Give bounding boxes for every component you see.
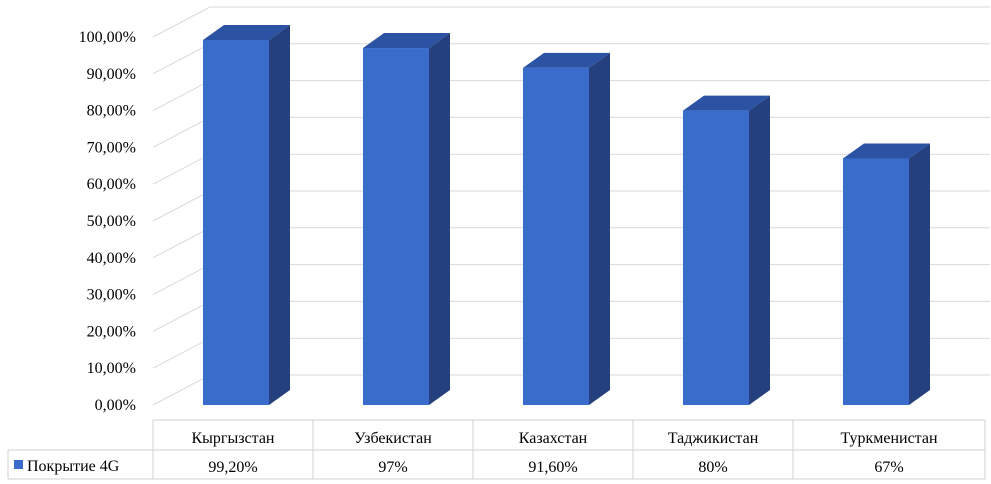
data-label: 67% bbox=[874, 459, 903, 476]
y-tick-label: 0,00% bbox=[95, 397, 136, 414]
category-label: Казахстан bbox=[519, 430, 588, 447]
y-tick-label: 70,00% bbox=[87, 139, 136, 156]
bar-side bbox=[429, 33, 450, 405]
data-table: Кыргызстан 99,20% Узбекистан 97% Казахстан 91… bbox=[7, 419, 986, 480]
bar-side bbox=[589, 52, 610, 406]
y-tick-label: 60,00% bbox=[87, 176, 136, 193]
bar bbox=[683, 95, 770, 405]
category-label: Кыргызстан bbox=[191, 430, 274, 447]
data-label: 97% bbox=[378, 459, 407, 476]
data-label: 91,60% bbox=[528, 459, 577, 476]
category-label: Узбекистан bbox=[354, 430, 432, 447]
y-tick-label: 50,00% bbox=[87, 213, 136, 230]
y-tick-label: 30,00% bbox=[87, 287, 136, 304]
bar-side bbox=[909, 143, 930, 405]
y-tick-label: 10,00% bbox=[87, 360, 136, 377]
bar-top bbox=[523, 52, 610, 68]
data-label: 99,20% bbox=[208, 459, 257, 476]
legend-swatch bbox=[14, 460, 23, 469]
bar-side bbox=[749, 95, 770, 405]
bars bbox=[203, 24, 930, 406]
y-tick-label: 80,00% bbox=[87, 103, 136, 120]
gridline bbox=[152, 6, 990, 38]
y-tick-label: 20,00% bbox=[87, 323, 136, 340]
bar bbox=[843, 143, 930, 405]
bar-side bbox=[269, 24, 290, 405]
bar-front bbox=[363, 48, 429, 405]
data-label: 80% bbox=[698, 459, 727, 476]
bar-front bbox=[683, 110, 749, 405]
y-axis-tick-labels: 0,00% 10,00% 20,00% 30,00% 40,00% 50,00% 60,00… bbox=[79, 29, 136, 414]
category-label: Туркменистан bbox=[840, 430, 937, 447]
bar-front bbox=[203, 39, 269, 405]
bar-top bbox=[203, 24, 290, 40]
bar-top bbox=[843, 143, 930, 159]
bar-front bbox=[523, 67, 589, 406]
category-label: Таджикистан bbox=[668, 430, 759, 447]
y-tick-label: 100,00% bbox=[79, 29, 136, 46]
bar bbox=[523, 52, 610, 406]
y-tick-label: 90,00% bbox=[87, 66, 136, 83]
bar-top bbox=[363, 33, 450, 49]
bar-top bbox=[683, 95, 770, 111]
legend-label: Покрытие 4G bbox=[27, 458, 120, 475]
bar-front bbox=[843, 158, 909, 405]
y-tick-label: 40,00% bbox=[87, 250, 136, 267]
bar bbox=[203, 24, 290, 405]
bar bbox=[363, 33, 450, 405]
